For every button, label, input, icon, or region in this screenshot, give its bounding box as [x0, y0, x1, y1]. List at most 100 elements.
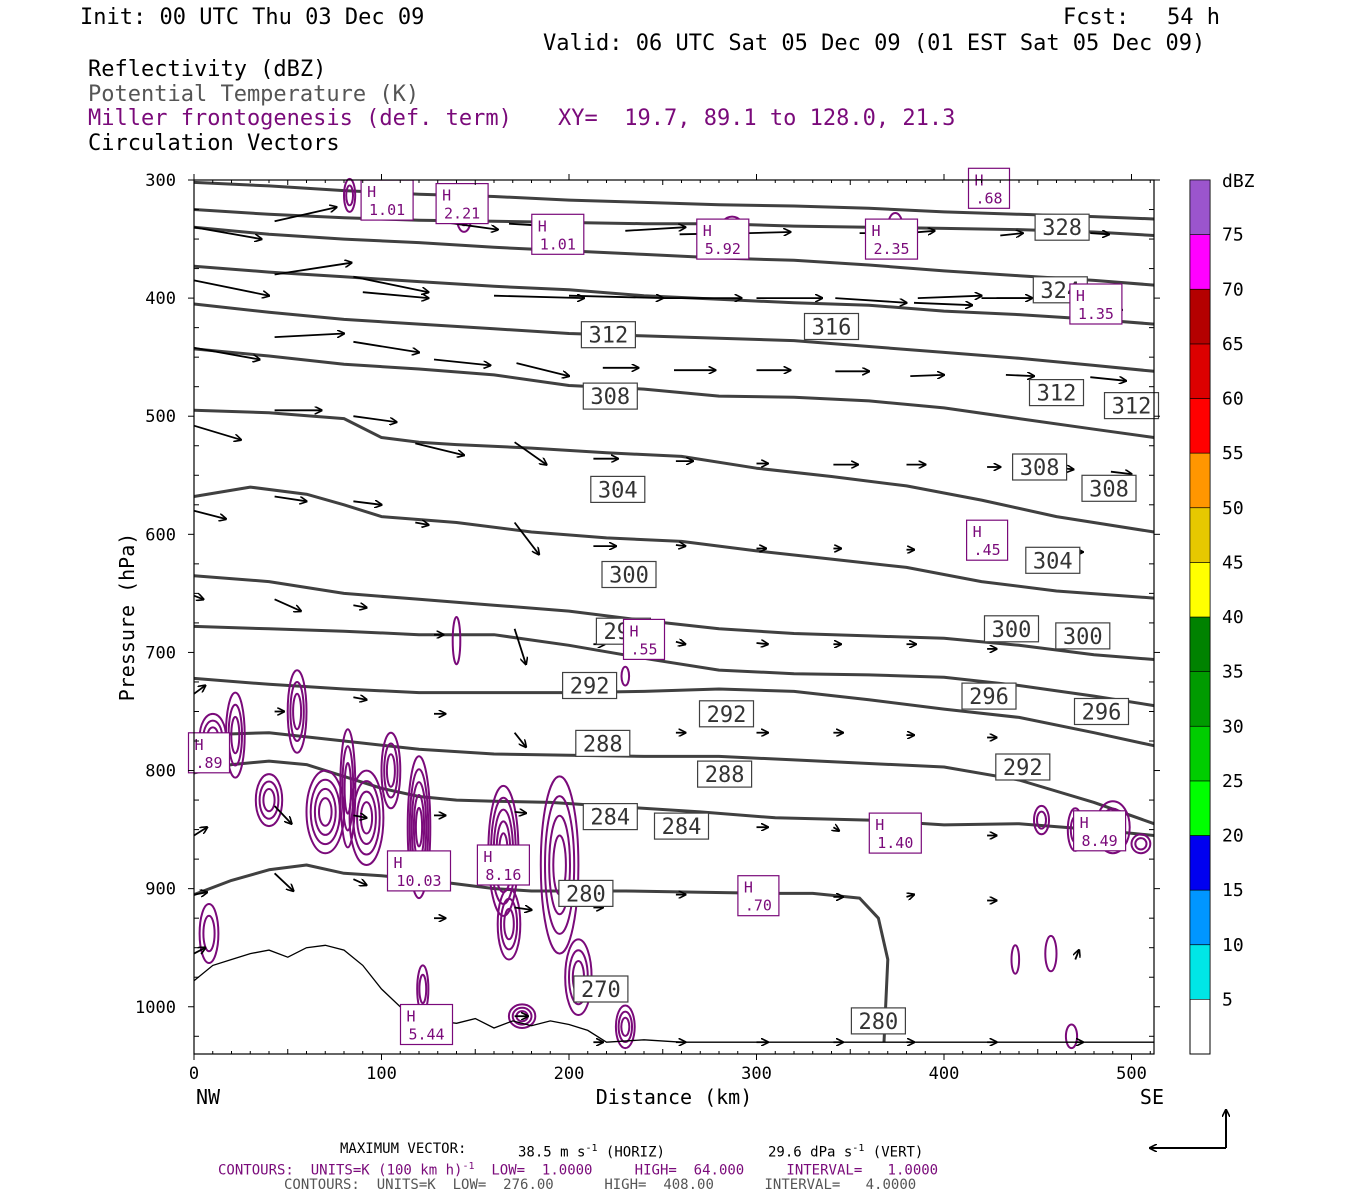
frontogenesis-max-box	[531, 213, 585, 255]
circulation-vector	[907, 895, 915, 897]
frontogenesis-max-box	[1072, 810, 1127, 852]
theta-label-box	[580, 321, 637, 349]
x-tick-label: 200	[554, 1064, 585, 1084]
frontogenesis-contour	[286, 669, 308, 754]
frontogenesis-max-box	[967, 167, 1011, 209]
terrain-line	[193, 944, 1154, 1043]
frontogenesis-contour	[1036, 810, 1047, 830]
colorbar-swatch	[1189, 234, 1211, 290]
colorbar-tick-label: 50	[1222, 498, 1244, 519]
frontogenesis-max-value: .45	[974, 541, 1001, 559]
circulation-vector	[193, 686, 205, 695]
theta-label: 304	[598, 478, 638, 503]
frontogenesis-max-value: .70	[745, 897, 772, 915]
frontogenesis-max-value: 8.16	[485, 866, 521, 884]
circulation-vector	[1110, 472, 1132, 474]
forecast-label: Fcst:	[1063, 5, 1130, 30]
frontogenesis-contour	[1044, 934, 1058, 973]
contours-frontogenesis-info: CONTOURS: UNITS=K (100 km h)-1 LOW= 1.00…	[218, 1161, 939, 1179]
circulation-vector	[514, 441, 547, 464]
theta-label: 288	[705, 763, 745, 788]
y-tick-label: 400	[145, 289, 176, 309]
theta-label-box	[1081, 474, 1137, 502]
colorbar-tick-label: 10	[1222, 935, 1244, 956]
circulation-vector	[362, 291, 429, 298]
circulation-vector	[910, 375, 944, 376]
frontogenesis-contour	[614, 1004, 636, 1050]
circulation-vector	[415, 523, 428, 525]
colorbar-tick-label: 15	[1222, 880, 1244, 901]
theta-label: 312	[1112, 395, 1152, 420]
circulation-vector	[353, 815, 366, 817]
theta-label-box	[698, 700, 755, 728]
colorbar-tick-label: 75	[1222, 225, 1244, 246]
circulation-vector	[274, 598, 301, 611]
max-vector-horiz: 38.5 m s-1 (HORIZ)	[518, 1143, 665, 1161]
x-end-label-left: NW	[196, 1085, 221, 1109]
theta-label-box	[561, 671, 618, 700]
colorbar-tick-label: 40	[1222, 607, 1244, 628]
circulation-vector	[353, 275, 428, 292]
colorbar-swatch	[1189, 507, 1211, 563]
theta-label: 316	[812, 316, 852, 341]
y-tick-label: 500	[145, 407, 176, 427]
frontogenesis-max-box	[399, 1003, 454, 1046]
theta-label-box	[961, 682, 1017, 710]
frontogenesis-contour	[254, 773, 284, 828]
frontogenesis-contour	[1134, 837, 1148, 851]
frontogenesis-max-value: 2.35	[873, 240, 909, 258]
frontogenesis-contour	[383, 742, 399, 799]
circulation-vector	[274, 263, 352, 276]
frontogenesis-contour	[292, 692, 303, 731]
theta-label: 270	[581, 978, 621, 1003]
theta-label-box	[1034, 213, 1090, 241]
frontogenesis-contour	[202, 914, 216, 953]
frontogenesis-max-value: 1.01	[369, 201, 405, 219]
colorbar-tick-label: 60	[1222, 389, 1244, 410]
frontogenesis-contour	[289, 681, 305, 742]
x-tick-label: 400	[929, 1064, 960, 1084]
y-tick-label: 700	[145, 643, 176, 663]
valid-time: Valid: 06 UTC Sat 05 Dec 09 (01 EST Sat …	[543, 31, 1206, 56]
colorbar-tick-label: 25	[1222, 771, 1244, 792]
circulation-vector	[1075, 950, 1079, 960]
frontogenesis-max-box	[868, 812, 922, 854]
circulation-vector	[273, 805, 292, 824]
frontogenesis-high-marker: H	[1080, 814, 1089, 832]
theta-label-box	[601, 560, 657, 589]
circulation-vector	[1005, 375, 1034, 376]
frontogenesis-contour	[617, 1010, 633, 1044]
field-vectors: Circulation Vectors	[88, 131, 340, 156]
theta-contour-324	[193, 225, 1155, 287]
theta-label-box	[696, 760, 753, 788]
frontogenesis-contour	[544, 795, 576, 935]
frontogenesis-contour	[511, 1006, 533, 1026]
frontogenesis-contour	[339, 728, 357, 849]
circulation-vector	[514, 812, 526, 813]
circulation-vector	[625, 227, 685, 232]
circulation-vector	[675, 642, 685, 644]
frontogenesis-max-value: 1.01	[540, 235, 576, 253]
frontogenesis-contour	[313, 787, 337, 836]
frontogenesis-contour	[620, 665, 631, 687]
circulation-vector	[353, 501, 381, 505]
frontogenesis-contour	[262, 788, 276, 813]
frontogenesis-max-box	[864, 218, 919, 260]
plot-frame	[193, 179, 1155, 1055]
frontogenesis-max-box	[737, 875, 780, 917]
circulation-vector	[193, 509, 226, 519]
circulation-vector	[193, 279, 269, 295]
circulation-vector	[568, 296, 663, 298]
frontogenesis-contour	[499, 897, 519, 951]
theta-contour-284	[193, 759, 1155, 837]
frontogenesis-high-marker: H	[195, 736, 204, 754]
circulation-vector	[675, 545, 685, 546]
circulation-vector	[513, 732, 526, 747]
frontogenesis-max-box	[696, 218, 750, 260]
circulation-vector	[415, 442, 464, 455]
frontogenesis-max-value: 10.03	[396, 872, 441, 890]
colorbar-tick-label: 65	[1222, 334, 1244, 355]
frontogenesis-high-marker: H	[744, 879, 753, 897]
theta-label-box	[1028, 379, 1085, 407]
